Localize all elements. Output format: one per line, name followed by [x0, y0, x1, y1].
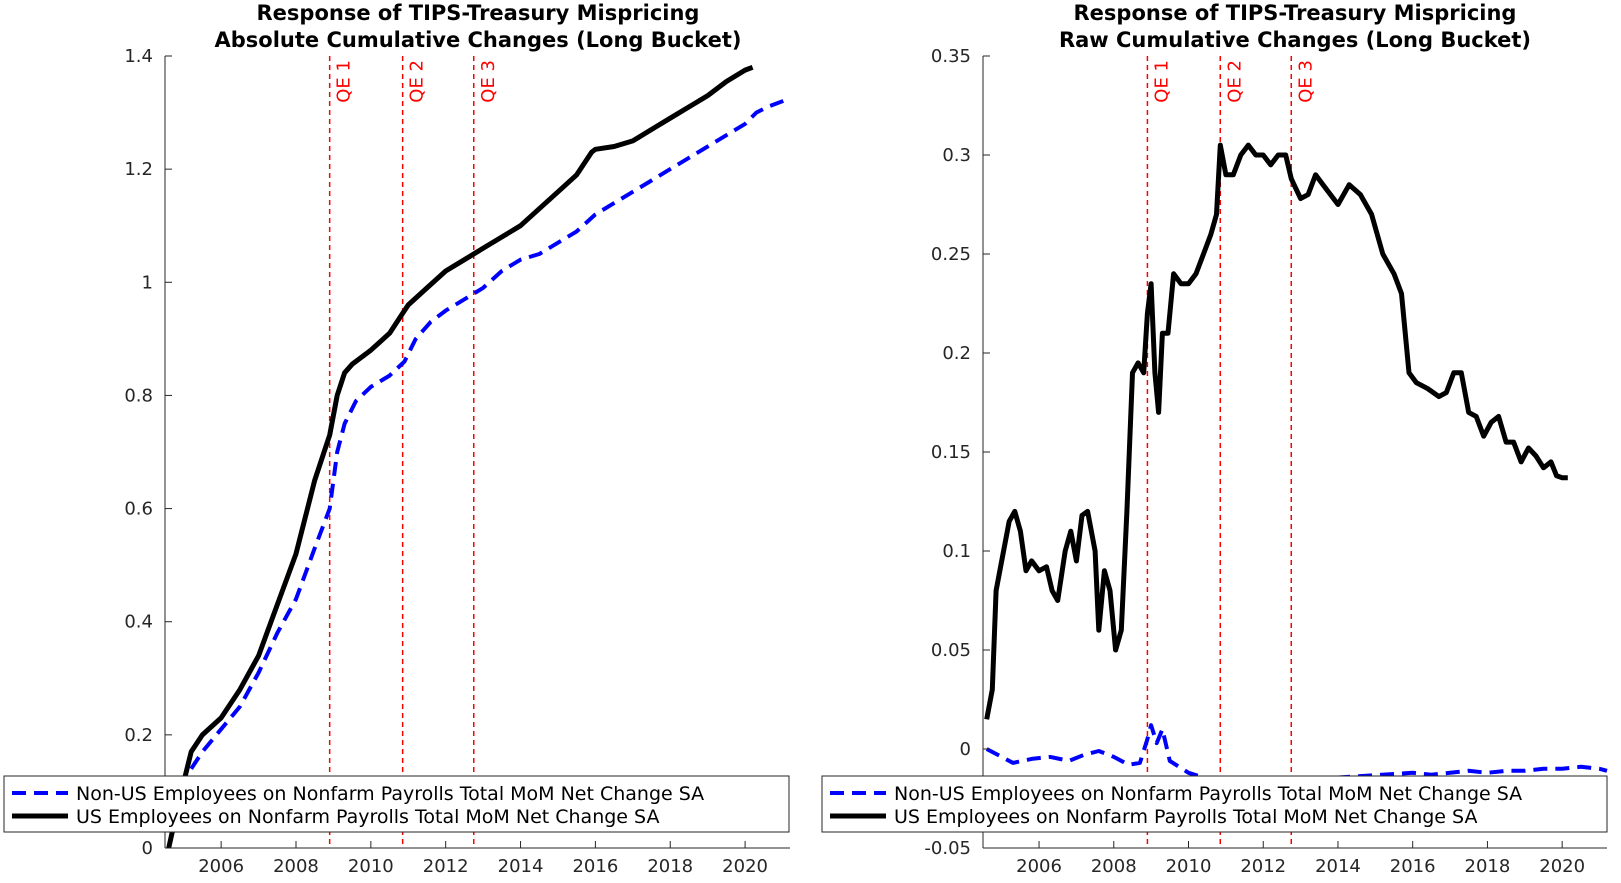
right-plot-series	[984, 142, 1608, 787]
right-y-tick-label: 0.15	[931, 442, 971, 463]
left-x-tick-label: 2012	[423, 856, 469, 877]
right-y-tick-label: 0.35	[931, 46, 971, 67]
right-x-tick-label: 2020	[1539, 856, 1585, 877]
left-y-tick-label: 0.6	[124, 499, 153, 520]
right-axes: -0.05 0 0.05 0.1 0.15 0.2 0.25 0.3 0.35 2006 2008 2…	[924, 46, 1607, 877]
right-x-tick-label: 2014	[1315, 856, 1361, 877]
right-y-tick-label: 0.3	[942, 145, 971, 166]
left-x-tick-label: 2014	[498, 856, 544, 877]
left-qe-label-2: QE 2	[407, 60, 428, 103]
left-x-tick-label: 2010	[348, 856, 394, 877]
left-x-tick-label: 2008	[273, 856, 319, 877]
right-chart-legend: Non-US Employees on Nonfarm Payrolls Tot…	[821, 775, 1608, 833]
right-chart-title-line-1: Response of TIPS-Treasury Mispricing	[1074, 1, 1517, 25]
left-plot-series	[166, 64, 791, 849]
left-chart-legend: Non-US Employees on Nonfarm Payrolls Tot…	[3, 775, 790, 833]
left-chart-title-line-2: Absolute Cumulative Changes (Long Bucket…	[215, 28, 742, 52]
left-axes: 0 0.2 0.4 0.6 0.8 1 1.2 1.4 2006 2008 2010 2012 2014…	[124, 46, 790, 877]
left-y-tick-label: 1.2	[124, 159, 153, 180]
right-legend-label-non-us: Non-US Employees on Nonfarm Payrolls Tot…	[894, 783, 1522, 805]
right-series-us-line	[984, 142, 1568, 720]
left-y-tick-label: 0.8	[124, 385, 153, 406]
right-qe-label-1: QE 1	[1151, 60, 1172, 103]
right-y-tick-label: 0.05	[931, 640, 971, 661]
right-y-tick-label: 0.25	[931, 244, 971, 265]
right-x-tick-label: 2018	[1465, 856, 1511, 877]
left-y-tick-label: 0	[142, 838, 153, 859]
right-legend-label-us: US Employees on Nonfarm Payrolls Total M…	[894, 806, 1477, 828]
right-chart-title-line-2: Raw Cumulative Changes (Long Bucket)	[1059, 28, 1531, 52]
left-x-tick-label: 2020	[722, 856, 768, 877]
left-y-tick-label: 0.2	[124, 725, 153, 746]
left-series-non-us-line	[189, 96, 791, 770]
right-y-tick-label: 0.2	[942, 343, 971, 364]
right-x-tick-label: 2006	[1016, 856, 1062, 877]
right-qe-label-2: QE 2	[1224, 60, 1245, 103]
right-x-tick-label: 2010	[1166, 856, 1212, 877]
right-y-tick-label: 0.1	[942, 541, 971, 562]
right-x-tick-label: 2016	[1390, 856, 1436, 877]
left-y-tick-label: 1.4	[124, 46, 153, 67]
right-x-tick-label: 2012	[1240, 856, 1286, 877]
left-chart-title-line-1: Response of TIPS-Treasury Mispricing	[257, 1, 700, 25]
left-x-tick-label: 2018	[647, 856, 693, 877]
left-qe-label-1: QE 1	[334, 60, 355, 103]
right-legend-box	[821, 775, 1608, 833]
left-y-tick-label: 1	[142, 272, 153, 293]
left-qe-label-3: QE 3	[478, 60, 499, 103]
right-y-tick-label: 0	[960, 739, 971, 760]
right-y-tick-label: -0.05	[924, 838, 971, 859]
right-chart-panel: Response of TIPS-Treasury Mispricing Raw…	[821, 1, 1608, 877]
left-legend-label-us: US Employees on Nonfarm Payrolls Total M…	[76, 806, 659, 828]
right-series-non-us-line	[985, 723, 1608, 787]
right-qe-label-3: QE 3	[1295, 60, 1316, 103]
left-x-tick-label: 2006	[198, 856, 244, 877]
left-qe-event-lines: QE 1 QE 2 QE 3	[328, 56, 499, 848]
right-qe-event-lines: QE 1 QE 2 QE 3	[1146, 56, 1316, 848]
left-x-tick-label: 2016	[572, 856, 618, 877]
left-chart-panel: Response of TIPS-Treasury Mispricing Abs…	[3, 1, 791, 877]
left-legend-label-non-us: Non-US Employees on Nonfarm Payrolls Tot…	[76, 783, 704, 805]
left-legend-box	[3, 775, 790, 833]
left-series-us-line	[166, 64, 754, 849]
left-y-tick-label: 0.4	[124, 612, 153, 633]
right-x-tick-label: 2008	[1091, 856, 1137, 877]
